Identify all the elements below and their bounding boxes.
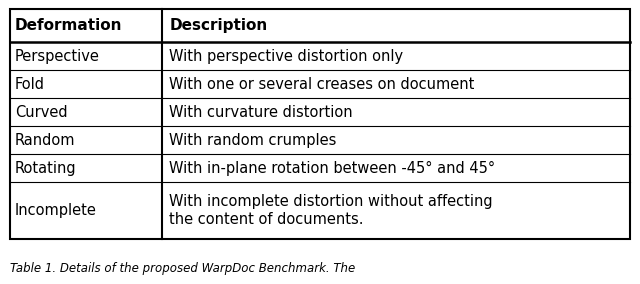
Bar	[10, 9, 630, 239]
Text: Table 1. Details of the proposed WarpDoc Benchmark. The: Table 1. Details of the proposed WarpDoc…	[10, 262, 355, 275]
Text: Description: Description	[170, 18, 268, 33]
Text: With incomplete distortion without affecting
the content of documents.: With incomplete distortion without affec…	[170, 194, 493, 227]
Text: With in-plane rotation between -45° and 45°: With in-plane rotation between -45° and …	[170, 161, 495, 176]
Bar	[10, 9, 630, 239]
Text: Incomplete: Incomplete	[15, 203, 97, 218]
Text: With curvature distortion: With curvature distortion	[170, 105, 353, 120]
Text: Perspective: Perspective	[15, 49, 100, 64]
Text: With random crumples: With random crumples	[170, 133, 337, 148]
Text: With one or several creases on document: With one or several creases on document	[170, 77, 475, 92]
Text: With perspective distortion only: With perspective distortion only	[170, 49, 403, 64]
Text: Random: Random	[15, 133, 76, 148]
Text: Deformation: Deformation	[15, 18, 122, 33]
Text: Curved: Curved	[15, 105, 67, 120]
Text: Rotating: Rotating	[15, 161, 76, 176]
Text: Fold: Fold	[15, 77, 45, 92]
